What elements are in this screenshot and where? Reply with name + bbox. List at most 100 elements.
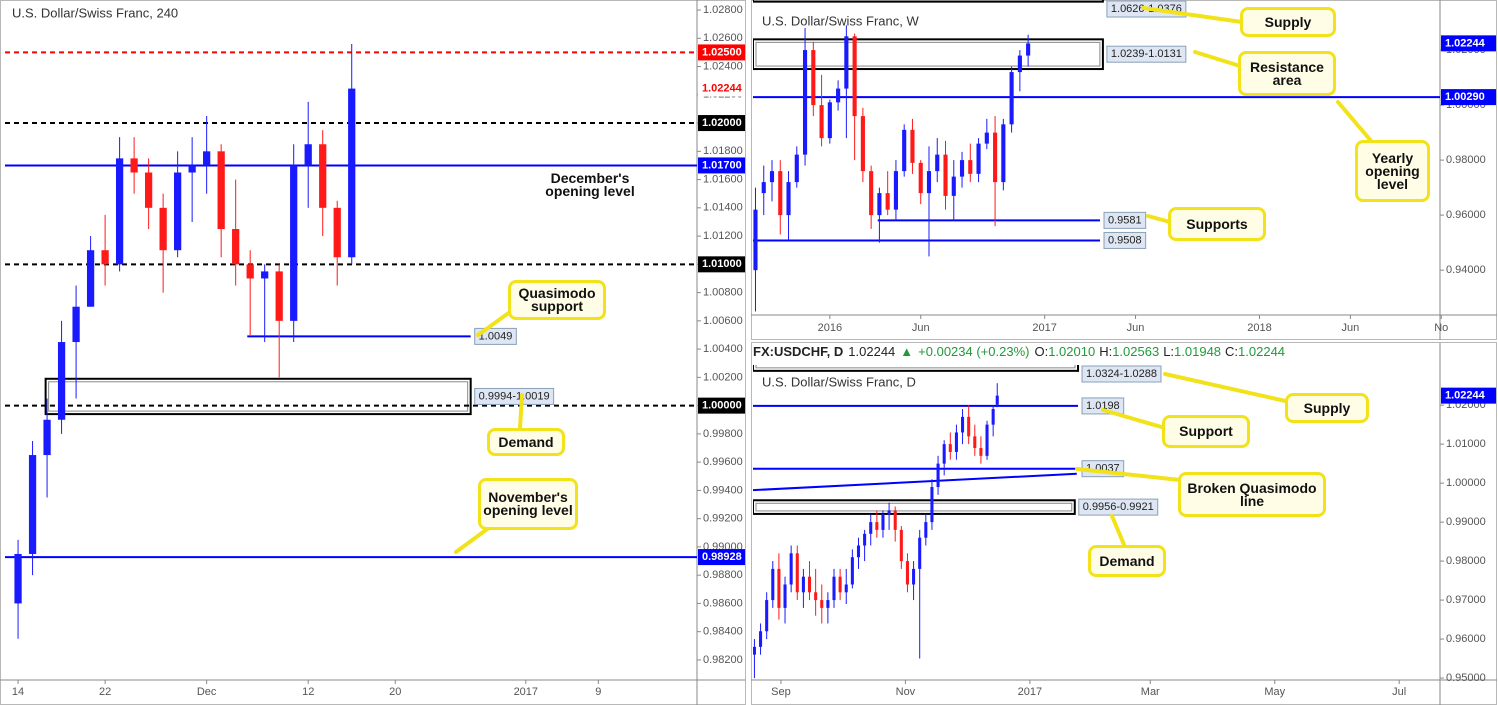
candle-body (948, 444, 952, 452)
callout-pointer (454, 525, 492, 554)
level-tag: 0.9581 (1103, 211, 1147, 229)
candle-body (918, 162, 923, 194)
candle-body (991, 409, 995, 425)
candle-body (246, 264, 254, 279)
price-badge (1441, 35, 1496, 52)
y-tick-label: 0.98800 (703, 569, 743, 581)
candle-body (771, 568, 775, 601)
level-tag-text: 1.0239-1.0131 (1111, 48, 1182, 60)
y-tick-label: 1.00400 (703, 343, 743, 355)
price-badge (698, 115, 745, 132)
price-badge (698, 80, 745, 97)
callout-pointer (518, 393, 524, 430)
y-tick-label: 1.01800 (703, 145, 743, 157)
callout-pointer (1075, 467, 1182, 482)
zone-box-inner (755, 365, 1076, 369)
candle-body (832, 576, 836, 601)
change: +0.00234 (+0.23%) (918, 344, 1030, 359)
level-tag-bg (474, 387, 555, 405)
level-tag: 1.0239-1.0131 (1106, 45, 1187, 63)
level-tag-bg (1106, 45, 1187, 63)
candle-body (130, 158, 138, 173)
x-tick-label: 20 (389, 686, 401, 698)
ohlc-key: C: (1225, 344, 1239, 359)
annotation: Supply (1240, 7, 1336, 37)
direction: ▲ (900, 344, 914, 359)
price-badge (1441, 387, 1496, 404)
level-tag-text: 1.0324-1.0288 (1086, 368, 1157, 380)
candle-body (973, 436, 977, 449)
price-badge (698, 44, 745, 61)
x-tick-label: 9 (595, 686, 601, 698)
ohlc-value: 1.01948 (1174, 344, 1222, 359)
candle-body (881, 514, 885, 530)
price-badge-text: 1.00000 (702, 400, 742, 412)
y-tick-label: 0.99600 (703, 456, 743, 468)
x-tick-label: 2016 (818, 322, 842, 334)
candle-body (959, 160, 965, 177)
candle-body (943, 154, 948, 196)
zone-box-inner (755, 41, 1101, 67)
x-tick-label: 2017 (1032, 322, 1056, 334)
candle-body (936, 463, 940, 488)
candle-body (985, 424, 989, 456)
y-tick-label: 1.00800 (703, 287, 743, 299)
candle-body (968, 160, 973, 174)
candle-body (174, 172, 182, 251)
candle-body (28, 455, 37, 554)
annotation: Quasimodo support (508, 280, 606, 320)
callout-pointer (1193, 50, 1242, 68)
candle-body (905, 561, 909, 585)
y-tick-label: 0.98400 (703, 626, 743, 638)
candle-body (759, 631, 763, 647)
y-tick-label: 0.97000 (1446, 594, 1486, 606)
x-tick-label: Jul (1392, 686, 1406, 698)
candle-body (814, 592, 818, 601)
level-tag: 0.9508 (1103, 231, 1147, 249)
candle-body (912, 568, 916, 585)
annotation: Supports (1168, 207, 1266, 241)
candle-body (86, 250, 95, 307)
candle-body (918, 537, 922, 569)
candle-body (877, 193, 882, 216)
candle-body (761, 182, 766, 194)
level-tag-bg (474, 327, 517, 345)
candle-body (203, 151, 211, 166)
candle-body (984, 132, 989, 144)
x-tick-label: Jun (1127, 322, 1145, 334)
level-tag-text: 1.0049 (479, 330, 513, 342)
candle-body (786, 182, 791, 216)
y-tick-label: 0.98200 (703, 654, 743, 666)
price-badge-text: 1.02244 (1445, 390, 1486, 402)
annotation: Demand (487, 428, 565, 456)
level-tag: 1.0049 (474, 327, 517, 345)
level-tag: 0.9994-1.0019 (474, 387, 555, 405)
annotation: Supply (1285, 393, 1369, 423)
level-tag: 0.9956-0.9921 (1078, 498, 1159, 516)
price-badge-text: 1.01700 (702, 159, 742, 171)
price-badge-text: 1.02000 (702, 117, 742, 129)
candle-body (753, 209, 758, 271)
y-tick-label: 1.01000 (1446, 438, 1486, 450)
callout-pointer (1101, 408, 1167, 430)
callout-pointer (1163, 372, 1292, 404)
panel-frame (751, 342, 1497, 705)
x-tick-label: 2017 (1018, 686, 1042, 698)
chart-title: U.S. Dollar/Swiss Franc, D (762, 374, 916, 389)
ohlc-key: L: (1163, 344, 1175, 359)
panel-frame (0, 0, 746, 705)
ohlc-key: H: (1099, 344, 1113, 359)
candle-body (115, 158, 124, 265)
candle-body (850, 557, 854, 585)
x-tick-label: Dec (197, 686, 217, 698)
y-tick-label: 0.98600 (703, 597, 743, 609)
ohlc-value: 1.02563 (1112, 344, 1160, 359)
candle-body (769, 171, 775, 183)
zone-box (753, 499, 1076, 515)
x-tick-label: No (1434, 322, 1448, 334)
y-tick-label: 0.98000 (1446, 555, 1486, 567)
plot-area (753, 365, 1080, 679)
last-price: 1.02244 (848, 344, 896, 359)
